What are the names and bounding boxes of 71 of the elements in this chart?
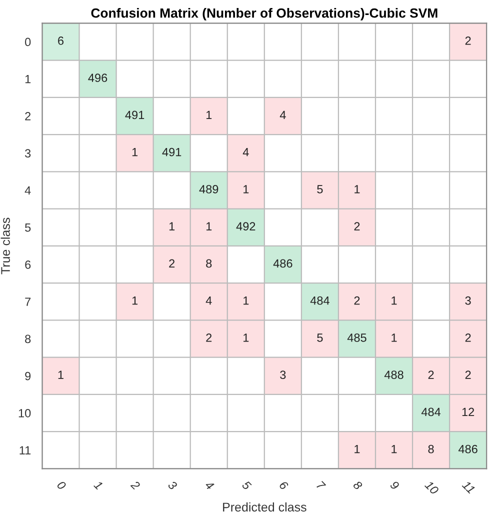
- data-label: 1: [58, 370, 64, 379]
- data-label: 492: [236, 222, 256, 231]
- y-tick-label: 11: [20, 446, 31, 454]
- data-label: 1: [169, 222, 175, 230]
- x-axis-title: Predicted class: [223, 502, 306, 512]
- data-label: 1: [354, 185, 360, 194]
- data-label: 2: [465, 334, 471, 342]
- data-label: 12: [462, 408, 474, 416]
- data-label: 1: [206, 222, 212, 230]
- y-tick-label: 1: [25, 75, 31, 84]
- data-label: 5: [317, 185, 323, 194]
- data-label: 486: [273, 259, 292, 268]
- y-tick-label: 10: [18, 409, 31, 418]
- data-label: 2: [206, 334, 212, 342]
- x-tick-label: 1: [94, 480, 103, 490]
- data-label: 491: [125, 110, 144, 120]
- x-tick-label: 3: [167, 480, 178, 490]
- data-label: 2: [465, 370, 471, 379]
- y-tick-label: 6: [25, 260, 31, 269]
- y-tick-label: 3: [25, 149, 31, 158]
- y-tick-label: 0: [25, 38, 31, 46]
- data-label: 3: [280, 370, 286, 380]
- data-label: 1: [392, 334, 397, 342]
- x-tick-label: 4: [204, 480, 214, 490]
- y-tick-label: 4: [24, 186, 31, 195]
- y-tick-label: 5: [25, 224, 31, 232]
- data-label: 484: [310, 296, 330, 305]
- data-label: 1: [132, 296, 138, 305]
- data-label: 4: [280, 110, 286, 120]
- data-label: 4: [206, 296, 212, 305]
- data-label: 1: [354, 445, 360, 454]
- data-label: 1: [206, 110, 212, 120]
- data-label: 488: [384, 370, 404, 380]
- y-axis-title: True class: [0, 218, 10, 274]
- data-label: 2: [428, 370, 434, 379]
- data-label: 1: [392, 296, 397, 305]
- data-label: 489: [199, 185, 218, 194]
- data-label: 485: [347, 334, 366, 342]
- x-tick-label: 11: [462, 480, 476, 494]
- x-tick-label: 5: [242, 480, 252, 491]
- data-label: 486: [458, 444, 478, 454]
- data-label: 496: [88, 74, 108, 82]
- x-tick-label: 7: [316, 480, 326, 491]
- y-tick-label: 8: [25, 334, 31, 344]
- y-tick-label: 2: [25, 112, 31, 120]
- x-tick-label: 2: [130, 480, 141, 490]
- data-label: 1: [244, 334, 249, 342]
- data-label: 8: [428, 444, 434, 454]
- data-label: 1: [244, 185, 249, 194]
- data-label: 2: [354, 296, 360, 305]
- data-label: 484: [421, 408, 441, 416]
- data-label: 2: [465, 36, 471, 45]
- y-tick-label: 7: [25, 298, 31, 306]
- x-tick-label: 0: [56, 480, 67, 490]
- x-tick-label: 10: [424, 480, 440, 496]
- data-label: 1: [244, 296, 249, 305]
- y-tick-label: 9: [25, 372, 31, 380]
- data-label: 3: [465, 296, 471, 305]
- x-tick-label: 6: [278, 480, 289, 491]
- data-label: 4: [242, 148, 249, 156]
- chart-title: Confusion Matrix (Number of Observations)-Cubic SVM: [91, 8, 438, 20]
- data-label: 1: [132, 148, 138, 156]
- data-label: 6: [58, 36, 64, 45]
- x-tick-label: 9: [390, 480, 400, 490]
- data-label: 2: [169, 259, 175, 268]
- data-label: 2: [354, 222, 360, 230]
- data-label: 8: [206, 259, 212, 268]
- x-tick-label: 8: [352, 480, 363, 490]
- data-label: 1: [392, 445, 397, 454]
- data-label: 491: [162, 148, 182, 156]
- data-label: 5: [317, 334, 323, 342]
